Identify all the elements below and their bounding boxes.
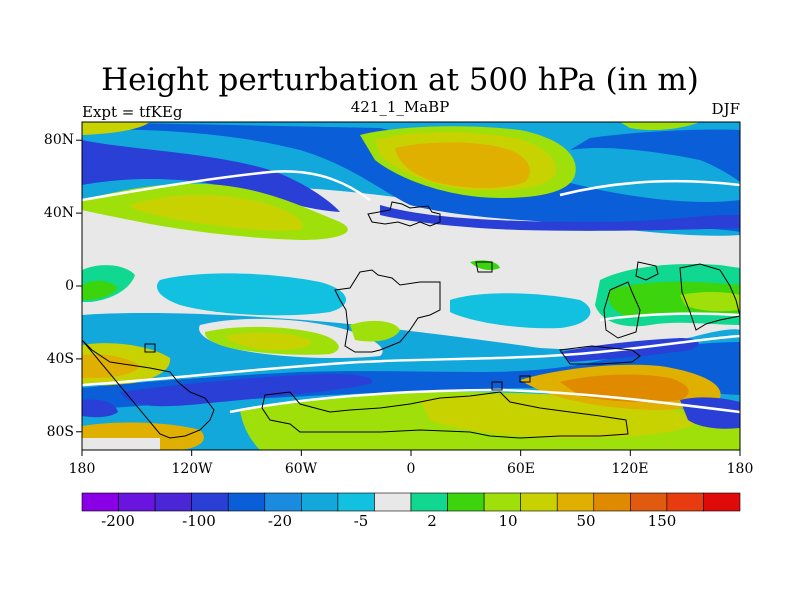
x-tick-label: 180 (726, 461, 754, 477)
coastline (475, 261, 493, 273)
contour-region (395, 142, 530, 188)
coastline (144, 343, 156, 353)
colorbar-label: 10 (498, 512, 518, 530)
colorbar-swatch (410, 492, 448, 512)
colorbar-swatch (227, 492, 266, 512)
coastline (261, 391, 629, 439)
season-label: DJF (711, 100, 740, 118)
colorbar-swatch (191, 492, 229, 512)
colorbar-swatch (337, 492, 375, 512)
zero-contour (559, 179, 740, 197)
x-tick-label: 60E (506, 461, 536, 477)
colorbar-swatch (703, 492, 741, 512)
coastline (603, 281, 641, 339)
x-tick-label: 60W (284, 461, 318, 477)
zero-contour (599, 312, 740, 322)
contour-region (380, 205, 740, 231)
colorbar-swatch (666, 492, 704, 512)
contour-region (680, 291, 740, 312)
colorbar-swatch (301, 492, 339, 512)
x-tick-label: 0 (406, 461, 416, 477)
experiment-label: Expt = tfKEg (82, 103, 183, 121)
coastline (635, 261, 659, 281)
y-tick-label: 40N (43, 205, 74, 221)
colorbar-label: -5 (353, 512, 369, 530)
contour-region (450, 293, 591, 329)
coastline (82, 339, 215, 439)
contour-region (225, 332, 311, 350)
colorbar-label: -20 (267, 512, 293, 530)
x-tick-label: 180 (68, 461, 96, 477)
contour-region (350, 320, 400, 342)
coastline (559, 345, 641, 365)
colorbar-swatch (374, 492, 412, 512)
zero-contour (82, 170, 371, 202)
zero-contour (82, 334, 740, 387)
contour-region (120, 374, 373, 407)
colorbar-label: -100 (182, 512, 216, 530)
contour-region (82, 354, 140, 378)
colorbar-label: 50 (576, 512, 596, 530)
coastline (519, 375, 531, 383)
colorbar-swatch (154, 492, 192, 512)
contour-region (82, 122, 150, 135)
contour-region (82, 399, 118, 418)
colorbar-swatch (556, 492, 595, 512)
map-title: Height perturbation at 500 hPa (in m) (101, 62, 699, 98)
coastline (491, 381, 503, 391)
colorbar-label: -200 (101, 512, 135, 530)
y-tick-label: 40S (46, 351, 74, 367)
colorbar-swatch (520, 492, 558, 512)
contour-region (570, 129, 740, 182)
contour-region (82, 140, 340, 212)
x-tick-label: 120E (611, 461, 649, 477)
tick-marks (76, 139, 741, 456)
colorbar-swatch (264, 492, 302, 512)
colorbar-swatch (593, 492, 631, 512)
colorbar-swatch (81, 492, 119, 512)
coastline (367, 201, 441, 227)
x-tick-label: 120W (171, 461, 213, 477)
run-id-label: 421_1_MaBP (350, 98, 450, 116)
contour-region (130, 194, 303, 231)
colorbar-swatch (118, 492, 156, 512)
continent-outlines (82, 201, 740, 439)
colorbar-label: 2 (427, 512, 437, 530)
contour-fill (82, 122, 740, 450)
colorbar-label: 150 (647, 512, 677, 530)
y-tick-label: 0 (65, 278, 74, 294)
colorbar (81, 492, 741, 512)
colorbar-swatch (447, 492, 485, 512)
coastline (334, 269, 441, 353)
y-tick-label: 80N (43, 132, 74, 148)
coastline (679, 263, 740, 331)
contour-region (620, 122, 700, 130)
contour-region (156, 273, 347, 316)
contour-region (82, 280, 118, 300)
contour-region (82, 438, 160, 450)
y-tick-label: 80S (46, 424, 74, 440)
colorbar-swatch (630, 492, 668, 512)
colorbar-swatch (483, 492, 521, 512)
